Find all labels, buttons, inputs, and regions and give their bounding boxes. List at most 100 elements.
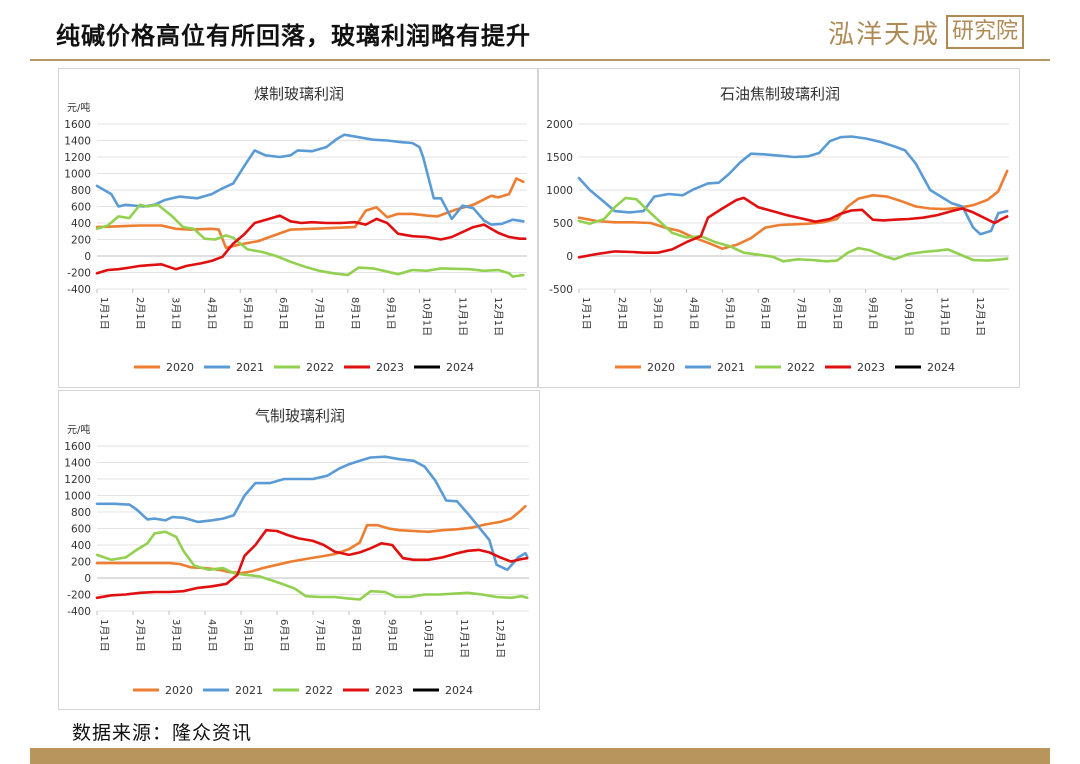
series-line-2023 — [577, 196, 1009, 259]
y-tick-label: 2000 — [546, 119, 573, 131]
y-tick-label: -200 — [67, 590, 91, 602]
legend-label-2022: 2022 — [787, 361, 815, 374]
series-line-2020 — [95, 177, 525, 250]
y-tick-label: 1000 — [64, 491, 91, 503]
x-tick-label: 7月1日 — [313, 297, 325, 330]
series-line-2021 — [95, 133, 525, 226]
x-tick-label: 4月1日 — [688, 297, 700, 330]
legend-label-2020: 2020 — [647, 361, 675, 374]
legend-label-2024: 2024 — [927, 361, 955, 374]
chart-panel-petcoke: 石油焦制玻璃利润 2000 1500 1000 500 0 -500 1月1日 2月1日 3月1日… — [538, 68, 1020, 388]
y-tick-label: 800 — [71, 507, 91, 519]
series-line-2022 — [95, 203, 525, 278]
series-line-2023 — [95, 528, 529, 600]
y-axis-unit: 元/吨 — [67, 101, 90, 114]
legend-label-2023: 2023 — [857, 361, 885, 374]
y-tick-label: -500 — [549, 284, 573, 296]
y-tick-label: 1600 — [64, 441, 91, 453]
page-title: 纯碱价格高位有所回落，玻璃利润略有提升 — [56, 21, 531, 50]
footer-bar — [30, 748, 1050, 764]
x-tick-label: 12月1日 — [494, 619, 506, 658]
series-line-2021 — [95, 455, 529, 572]
x-tick-label: 1月1日 — [98, 619, 110, 652]
y-tick-label: 1400 — [64, 458, 91, 470]
series-line-2022 — [95, 530, 529, 601]
x-tick-label: 5月1日 — [241, 297, 253, 330]
x-tick-label: 1月1日 — [98, 297, 110, 330]
y-axis-unit: 元/吨 — [67, 423, 90, 436]
x-tick-label: 4月1日 — [206, 297, 218, 330]
legend-label-2021: 2021 — [236, 361, 264, 374]
x-tick-label: 11月1日 — [456, 297, 468, 336]
x-tick-label: 4月1日 — [206, 619, 218, 652]
y-tick-label: 0 — [84, 573, 91, 585]
y-tick-label: 600 — [71, 524, 91, 536]
y-tick-label: 0 — [566, 251, 573, 263]
x-tick-label: 10月1日 — [421, 297, 433, 336]
x-tick-label: 6月1日 — [759, 297, 771, 330]
chart-title: 气制玻璃利润 — [255, 407, 345, 425]
y-tick-label: 1000 — [546, 185, 573, 197]
x-tick-label: 2月1日 — [616, 297, 628, 330]
y-tick-label: 400 — [71, 218, 91, 230]
y-tick-label: 0 — [84, 251, 91, 263]
series-line-2021 — [577, 135, 1009, 236]
legend-label-2022: 2022 — [306, 361, 334, 374]
y-tick-label: 200 — [71, 235, 91, 247]
y-tick-label: 1200 — [64, 152, 91, 164]
y-tick-label: -200 — [67, 268, 91, 280]
y-tick-label: 500 — [553, 218, 573, 230]
legend-label-2024: 2024 — [446, 361, 474, 374]
legend-label-2022: 2022 — [305, 684, 333, 697]
x-tick-label: 9月1日 — [386, 619, 398, 652]
x-tick-label: 8月1日 — [349, 297, 361, 330]
legend-label-2023: 2023 — [375, 684, 403, 697]
x-tick-label: 2月1日 — [134, 619, 146, 652]
y-tick-label: -400 — [67, 284, 91, 296]
x-tick-label: 10月1日 — [422, 619, 434, 658]
y-tick-label: 1400 — [64, 136, 91, 148]
x-tick-label: 7月1日 — [314, 619, 326, 652]
x-tick-label: 5月1日 — [242, 619, 254, 652]
legend-label-2024: 2024 — [445, 684, 473, 697]
x-tick-label: 3月1日 — [170, 619, 182, 652]
chart-panel-gas: 气制玻璃利润 元/吨 1600 1400 1200 1000 800 600 400 200 0 -2… — [58, 390, 540, 710]
legend-label-2021: 2021 — [717, 361, 745, 374]
x-tick-label: 11月1日 — [458, 619, 470, 658]
series-line-2020 — [95, 504, 527, 575]
brand-logo: 泓洋天成 研究院 — [828, 12, 1028, 52]
legend-label-2020: 2020 — [165, 684, 193, 697]
legend-label-2021: 2021 — [235, 684, 263, 697]
x-tick-label: 1月1日 — [580, 297, 592, 330]
x-tick-label: 6月1日 — [278, 619, 290, 652]
logo-box: 研究院 — [946, 15, 1025, 49]
x-tick-label: 12月1日 — [974, 297, 986, 336]
data-source: 数据来源：隆众资讯 — [72, 722, 253, 744]
x-tick-label: 9月1日 — [867, 297, 879, 330]
legend-label-2020: 2020 — [166, 361, 194, 374]
x-tick-label: 7月1日 — [795, 297, 807, 330]
x-tick-label: 9月1日 — [385, 297, 397, 330]
x-tick-label: 10月1日 — [903, 297, 915, 336]
x-tick-label: 8月1日 — [350, 619, 362, 652]
y-tick-label: 1000 — [64, 169, 91, 181]
series-line-2022 — [577, 196, 1009, 263]
x-tick-label: 3月1日 — [170, 297, 182, 330]
y-tick-label: -400 — [67, 606, 91, 618]
y-tick-label: 1500 — [546, 152, 573, 164]
x-tick-label: 3月1日 — [652, 297, 664, 330]
chart-panel-coal: 煤制玻璃利润 元/吨 1600 1400 1200 1000 800 600 400 200 0 -2… — [58, 68, 538, 388]
x-tick-label: 5月1日 — [723, 297, 735, 330]
y-tick-label: 400 — [71, 540, 91, 552]
x-tick-label: 6月1日 — [277, 297, 289, 330]
x-tick-label: 11月1日 — [938, 297, 950, 336]
x-tick-label: 12月1日 — [492, 297, 504, 336]
x-tick-label: 8月1日 — [831, 297, 843, 330]
chart-title: 石油焦制玻璃利润 — [720, 85, 840, 103]
x-tick-label: 2月1日 — [134, 297, 146, 330]
legend-label-2023: 2023 — [376, 361, 404, 374]
logo-text: 泓洋天成 — [828, 19, 941, 50]
chart-title: 煤制玻璃利润 — [254, 85, 344, 103]
